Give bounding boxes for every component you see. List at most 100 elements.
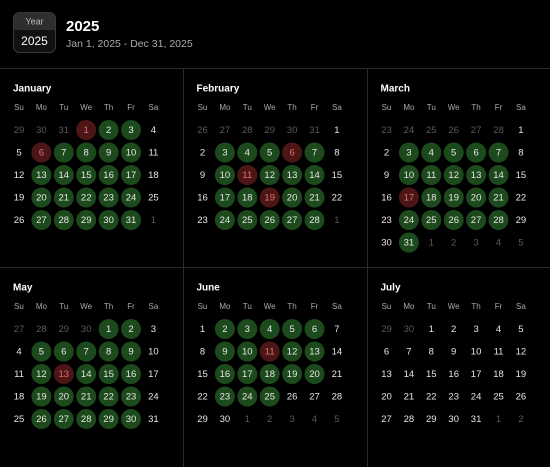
day[interactable]: 15 (76, 165, 97, 185)
day[interactable]: 27 (53, 409, 74, 429)
day[interactable]: 23 (214, 386, 235, 407)
day[interactable]: 13 (304, 341, 325, 362)
day[interactable]: 23 (448, 392, 459, 403)
day[interactable]: 23 (197, 215, 208, 226)
day[interactable]: 12 (14, 170, 25, 181)
day[interactable]: 8 (98, 341, 119, 362)
day[interactable]: 1 (334, 215, 339, 226)
day[interactable]: 29 (197, 414, 208, 425)
day[interactable]: 4 (496, 238, 501, 249)
day[interactable]: 17 (237, 364, 258, 384)
day[interactable]: 6 (384, 347, 389, 358)
day[interactable]: 17 (121, 165, 141, 185)
day[interactable]: 30 (121, 409, 141, 429)
day[interactable]: 31 (148, 414, 159, 425)
day[interactable]: 25 (237, 210, 258, 230)
day[interactable]: 4 (496, 324, 501, 335)
day[interactable]: 23 (381, 215, 392, 226)
day[interactable]: 23 (381, 125, 392, 136)
day[interactable]: 31 (471, 414, 482, 425)
day[interactable]: 25 (148, 193, 159, 204)
day[interactable]: 31 (121, 210, 141, 230)
day[interactable]: 6 (53, 341, 74, 362)
day[interactable]: 10 (148, 347, 159, 358)
day[interactable]: 22 (76, 187, 97, 208)
day[interactable]: 28 (36, 324, 47, 335)
day[interactable]: 25 (421, 210, 442, 230)
day[interactable]: 20 (282, 187, 303, 208)
day[interactable]: 10 (237, 341, 258, 362)
day[interactable]: 8 (76, 142, 97, 163)
day[interactable]: 21 (53, 187, 74, 208)
day[interactable]: 26 (516, 392, 527, 403)
day[interactable]: 13 (282, 165, 303, 185)
day[interactable]: 15 (197, 369, 208, 380)
day[interactable]: 2 (121, 319, 141, 339)
day[interactable]: 4 (312, 414, 317, 425)
day[interactable]: 12 (259, 165, 280, 185)
day[interactable]: 5 (16, 148, 21, 159)
day[interactable]: 5 (31, 341, 52, 362)
day[interactable]: 6 (282, 142, 303, 163)
day[interactable]: 26 (197, 125, 208, 136)
day[interactable]: 22 (197, 392, 208, 403)
day[interactable]: 30 (36, 125, 47, 136)
day[interactable]: 27 (471, 125, 482, 136)
day[interactable]: 15 (426, 369, 437, 380)
day[interactable]: 16 (448, 369, 459, 380)
day[interactable]: 2 (267, 414, 272, 425)
day[interactable]: 4 (151, 125, 156, 136)
day[interactable]: 2 (451, 238, 456, 249)
day[interactable]: 24 (121, 187, 141, 208)
day[interactable]: 29 (14, 125, 25, 136)
day[interactable]: 8 (200, 347, 205, 358)
day[interactable]: 1 (518, 125, 523, 136)
day[interactable]: 4 (421, 142, 442, 163)
day[interactable]: 9 (98, 142, 119, 163)
day[interactable]: 5 (334, 414, 339, 425)
day[interactable]: 24 (237, 386, 258, 407)
day[interactable]: 29 (381, 324, 392, 335)
day[interactable]: 14 (76, 364, 97, 384)
day[interactable]: 18 (148, 170, 159, 181)
day[interactable]: 4 (16, 347, 21, 358)
day[interactable]: 27 (381, 414, 392, 425)
day[interactable]: 13 (53, 364, 74, 384)
day[interactable]: 5 (443, 142, 464, 163)
day[interactable]: 16 (121, 364, 141, 384)
day[interactable]: 10 (214, 165, 235, 185)
day[interactable]: 21 (304, 187, 325, 208)
day[interactable]: 8 (518, 148, 523, 159)
day[interactable]: 1 (200, 324, 205, 335)
day[interactable]: 24 (148, 392, 159, 403)
day[interactable]: 20 (304, 364, 325, 384)
day[interactable]: 31 (398, 232, 419, 253)
day[interactable]: 30 (81, 324, 92, 335)
day[interactable]: 24 (471, 392, 482, 403)
day[interactable]: 9 (121, 341, 141, 362)
day[interactable]: 28 (493, 125, 504, 136)
day[interactable]: 4 (237, 142, 258, 163)
day[interactable]: 16 (381, 193, 392, 204)
day[interactable]: 22 (332, 193, 343, 204)
day[interactable]: 29 (76, 210, 97, 230)
day[interactable]: 1 (151, 215, 156, 226)
day[interactable]: 30 (287, 125, 298, 136)
day[interactable]: 24 (398, 210, 419, 230)
day[interactable]: 12 (516, 347, 527, 358)
day[interactable]: 10 (121, 142, 141, 163)
day[interactable]: 1 (76, 120, 97, 140)
day[interactable]: 27 (14, 324, 25, 335)
day[interactable]: 28 (404, 414, 415, 425)
day[interactable]: 6 (31, 142, 52, 163)
day[interactable]: 20 (31, 187, 52, 208)
day[interactable]: 20 (466, 187, 487, 208)
day[interactable]: 25 (426, 125, 437, 136)
day[interactable]: 3 (237, 319, 258, 339)
day[interactable]: 15 (332, 170, 343, 181)
day[interactable]: 7 (53, 142, 74, 163)
day[interactable]: 27 (282, 210, 303, 230)
day[interactable]: 30 (448, 414, 459, 425)
day[interactable]: 30 (220, 414, 231, 425)
day[interactable]: 17 (148, 369, 159, 380)
